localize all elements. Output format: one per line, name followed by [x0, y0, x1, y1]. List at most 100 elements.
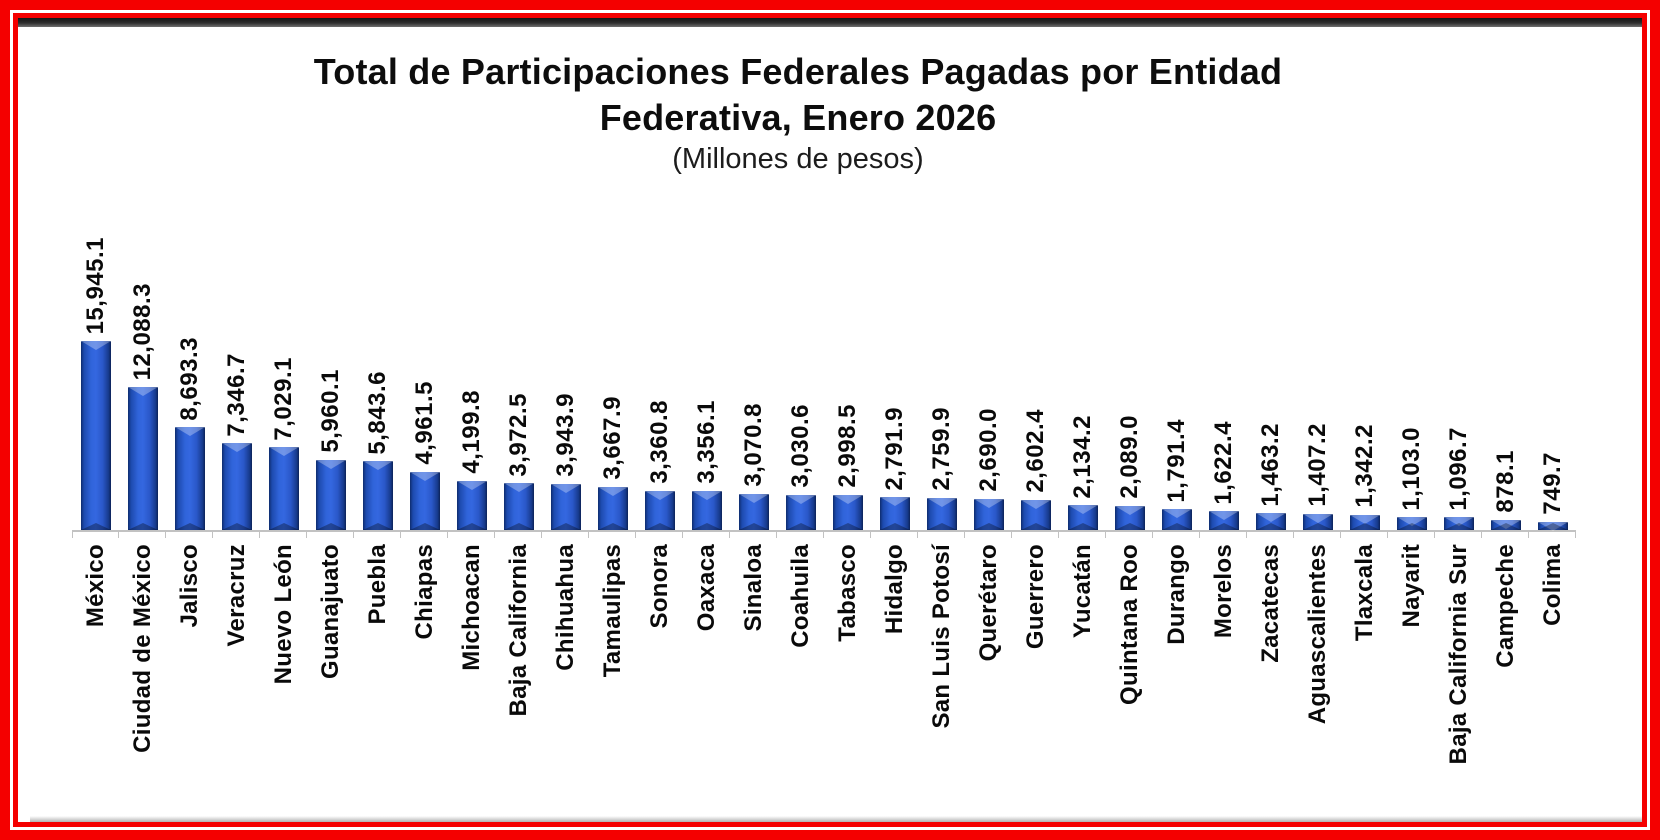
- bar: [1396, 517, 1427, 531]
- bar: [1208, 511, 1239, 531]
- bar-value-label-wrap: 2,791.9: [871, 407, 918, 491]
- bar-column: 1,342.2: [1341, 184, 1388, 531]
- category-label: Baja California Sur: [1444, 544, 1472, 765]
- bar-column: 749.7: [1529, 184, 1576, 531]
- top-dark-strip: [18, 18, 1642, 27]
- bar-value-label-wrap: 2,759.9: [918, 407, 965, 491]
- bar-value-label: 2,791.9: [880, 406, 908, 491]
- bar-value-label-wrap: 3,972.5: [495, 393, 542, 477]
- axis-tick-cell: [1482, 532, 1529, 539]
- bar-value-label-wrap: 7,346.7: [213, 353, 260, 437]
- bar-value-label: 2,759.9: [927, 407, 955, 491]
- bar: [738, 494, 769, 531]
- category-label: Sinaloa: [739, 544, 767, 632]
- category-cell: San Luis Potosí: [918, 544, 965, 800]
- bar-column: 1,622.4: [1200, 184, 1247, 531]
- bar-value-label: 2,690.0: [974, 407, 1002, 492]
- bar-column: 3,070.8: [730, 184, 777, 531]
- bar-value-label-wrap: 15,945.1: [72, 237, 119, 334]
- category-cell: Nuevo León: [260, 544, 307, 800]
- bar: [409, 471, 440, 531]
- category-cell: Morelos: [1200, 544, 1247, 800]
- bar-value-label-wrap: 5,843.6: [354, 371, 401, 455]
- bar-column: 5,843.6: [354, 184, 401, 531]
- axis-tick-cell: [72, 532, 119, 539]
- bar: [456, 480, 487, 531]
- axis-tick-cell: [824, 532, 871, 539]
- bar-value-label: 3,943.9: [551, 393, 579, 477]
- bar-value-label-wrap: 1,622.4: [1200, 421, 1247, 505]
- bar-value-label-wrap: 1,407.2: [1294, 423, 1341, 507]
- bar-column: 1,096.7: [1435, 184, 1482, 531]
- axis-tick-cell: [166, 532, 213, 539]
- category-cell: Quintana Roo: [1106, 544, 1153, 800]
- bar: [926, 497, 957, 531]
- bar-value-label-wrap: 1,342.2: [1341, 424, 1388, 508]
- category-label: Baja California: [504, 544, 532, 717]
- bar-value-label: 878.1: [1491, 450, 1519, 514]
- bar-column: 3,943.9: [542, 184, 589, 531]
- bar-value-label-wrap: 4,199.8: [448, 390, 495, 474]
- category-cell: Colima: [1529, 544, 1576, 800]
- category-cell: Zacatecas: [1247, 544, 1294, 800]
- category-label: Ciudad de México: [128, 544, 156, 754]
- category-label: Puebla: [363, 544, 391, 625]
- category-cell: Chiapas: [401, 544, 448, 800]
- bar: [1255, 513, 1286, 531]
- category-label: Yucatán: [1068, 544, 1096, 639]
- bar: [1161, 509, 1192, 531]
- category-cell: Ciudad de México: [119, 544, 166, 800]
- bar-value-label: 2,089.0: [1115, 415, 1143, 499]
- bar: [80, 341, 111, 531]
- bar-value-label-wrap: 2,690.0: [965, 408, 1012, 492]
- axis-tick-cell: [1435, 532, 1482, 539]
- category-label: Nuevo León: [269, 544, 297, 685]
- bar: [174, 427, 205, 531]
- category-label: Sonora: [645, 544, 673, 629]
- category-label: Oaxaca: [692, 544, 720, 632]
- bar-value-label-wrap: 3,356.1: [683, 400, 730, 484]
- axis-tick-cell: [542, 532, 589, 539]
- bar: [1490, 520, 1521, 531]
- category-label: Morelos: [1209, 544, 1237, 639]
- bar-value-label: 1,791.4: [1162, 418, 1190, 503]
- category-cell: Sinaloa: [730, 544, 777, 800]
- bar: [973, 498, 1004, 531]
- bar-value-label: 1,622.4: [1209, 420, 1237, 505]
- axis-tick-cell: [213, 532, 260, 539]
- bar-value-label: 7,029.1: [269, 356, 297, 441]
- axis-tick-cell: [918, 532, 965, 539]
- bar: [1114, 505, 1145, 531]
- bar: [785, 494, 816, 531]
- category-cell: Chihuahua: [542, 544, 589, 800]
- category-label: Tlaxcala: [1350, 544, 1378, 642]
- category-label: Coahuila: [786, 544, 814, 649]
- category-label: Quintana Roo: [1115, 544, 1143, 706]
- axis-tick-cell: [119, 532, 166, 539]
- bar: [127, 387, 158, 531]
- bar-column: 3,667.9: [589, 184, 636, 531]
- bar: [832, 494, 863, 531]
- bar-value-label-wrap: 1,463.2: [1247, 423, 1294, 507]
- bar-value-label: 1,342.2: [1350, 423, 1378, 508]
- category-cell: Tabasco: [824, 544, 871, 800]
- bar: [1020, 499, 1051, 531]
- bar-column: 8,693.3: [166, 184, 213, 531]
- category-label: Veracruz: [222, 544, 250, 647]
- axis-tick-cell: [1153, 532, 1200, 539]
- bar-column: 4,199.8: [448, 184, 495, 531]
- bar-value-label-wrap: 2,089.0: [1106, 415, 1153, 499]
- bar-value-label: 3,667.9: [598, 396, 626, 480]
- category-cell: Tamaulipas: [589, 544, 636, 800]
- category-cell: Sonora: [636, 544, 683, 800]
- bar-value-label: 3,360.8: [645, 400, 673, 484]
- bar-column: 1,463.2: [1247, 184, 1294, 531]
- category-label: Nayarit: [1397, 544, 1425, 628]
- bar-value-label: 2,602.4: [1021, 409, 1049, 493]
- chart-title: Total de Participaciones Federales Pagad…: [18, 49, 1578, 140]
- bar: [644, 490, 675, 531]
- category-label: Colima: [1538, 544, 1566, 627]
- bar-value-label: 8,693.3: [175, 336, 203, 421]
- bar-value-label-wrap: 5,960.1: [307, 369, 354, 453]
- category-cell: Guanajuato: [307, 544, 354, 800]
